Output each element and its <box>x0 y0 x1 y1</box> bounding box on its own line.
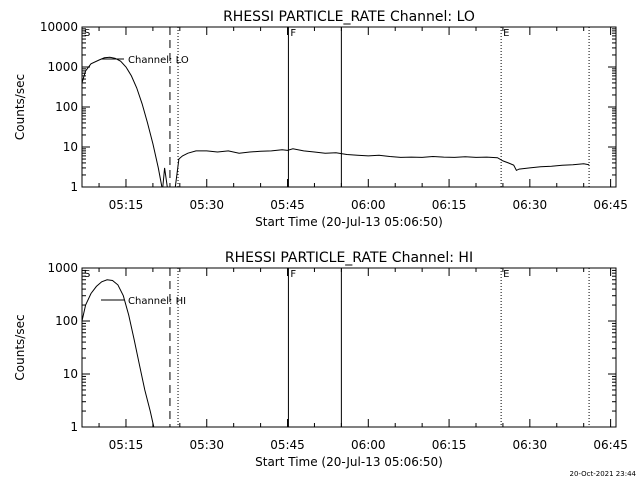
series-line <box>174 148 590 188</box>
y-tick-label: 10 <box>63 140 78 154</box>
marker-label: E <box>503 269 509 280</box>
y-axis-label: Counts/sec <box>13 74 27 140</box>
chart-title: RHESSI PARTICLE_RATE Channel: HI <box>225 250 473 266</box>
x-tick-label: 06:45 <box>593 198 628 212</box>
y-tick-label: 10000 <box>40 20 78 34</box>
marker-label: E <box>503 28 509 39</box>
marker-label: S <box>84 28 90 39</box>
footer-timestamp: 20-Oct-2021 23:44 <box>570 470 637 478</box>
plot-frame <box>81 26 617 188</box>
x-axis-label: Start Time (20-Jul-13 05:06:50) <box>255 215 443 229</box>
marker-label: F <box>290 269 296 280</box>
panel-lo: RHESSI PARTICLE_RATE Channel: LO Start Ti… <box>13 9 628 229</box>
x-tick-label: 06:30 <box>513 438 548 452</box>
x-tick-label: 05:45 <box>270 198 305 212</box>
marker-label: S <box>84 269 90 280</box>
y-tick-label: 100 <box>55 100 78 114</box>
y-tick-label: 1 <box>70 420 78 434</box>
series-line <box>162 167 168 188</box>
x-tick-label: 06:00 <box>351 198 386 212</box>
y-tick-label: 1000 <box>47 60 78 74</box>
x-tick-label: 05:30 <box>189 438 224 452</box>
x-axis-label: Start Time (20-Jul-13 05:06:50) <box>255 455 443 469</box>
y-tick-label: 100 <box>55 314 78 328</box>
x-tick-label: 05:15 <box>109 198 144 212</box>
x-tick-label: 06:45 <box>593 438 628 452</box>
y-axis-label: Counts/sec <box>13 314 27 380</box>
x-tick-label: 05:45 <box>270 438 305 452</box>
legend-label: Channel: LO <box>128 55 189 66</box>
x-tick-label: 06:30 <box>513 198 548 212</box>
x-tick-label: 06:15 <box>432 198 467 212</box>
series-line <box>81 279 155 428</box>
plot-frame <box>81 267 617 428</box>
x-tick-label: 05:15 <box>109 438 144 452</box>
legend-label: Channel: HI <box>128 296 186 307</box>
y-tick-label: 1 <box>70 180 78 194</box>
marker-label: F <box>290 28 296 39</box>
x-tick-label: 06:00 <box>351 438 386 452</box>
panel-hi: RHESSI PARTICLE_RATE Channel: HI Start Ti… <box>13 250 628 469</box>
series-line <box>81 56 163 188</box>
y-tick-label: 1000 <box>47 261 78 275</box>
chart-title: RHESSI PARTICLE_RATE Channel: LO <box>223 9 475 25</box>
y-tick-label: 10 <box>63 367 78 381</box>
x-tick-label: 06:15 <box>432 438 467 452</box>
x-tick-label: 05:30 <box>189 198 224 212</box>
